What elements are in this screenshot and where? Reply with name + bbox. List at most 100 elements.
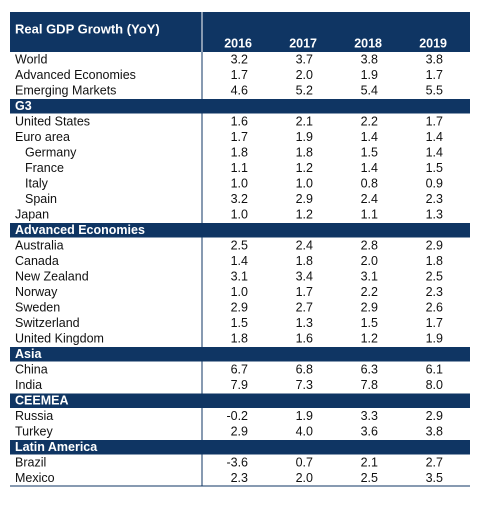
cell-value: 1.9 bbox=[361, 68, 378, 82]
cell-value: 2.9 bbox=[296, 192, 313, 206]
cell-value: 2.6 bbox=[426, 301, 443, 315]
cell-value: 2.5 bbox=[231, 239, 248, 253]
row-label: Mexico bbox=[15, 471, 55, 485]
row-label: Australia bbox=[15, 239, 64, 253]
cell-value: 7.9 bbox=[231, 378, 248, 392]
cell-value: 1.6 bbox=[231, 115, 248, 129]
cell-value: 2.4 bbox=[296, 239, 313, 253]
row-label: Advanced Economies bbox=[15, 68, 136, 82]
cell-value: 1.5 bbox=[361, 316, 378, 330]
cell-value: 2.3 bbox=[231, 471, 248, 485]
cell-value: 2.8 bbox=[361, 239, 378, 253]
row-label: Euro area bbox=[15, 130, 70, 144]
cell-value: 1.8 bbox=[296, 146, 313, 160]
cell-value: 3.2 bbox=[231, 192, 248, 206]
cell-value: 2.2 bbox=[361, 285, 378, 299]
cell-value: 2.0 bbox=[296, 68, 313, 82]
cell-value: 1.2 bbox=[361, 332, 378, 346]
cell-value: 5.5 bbox=[426, 84, 443, 98]
cell-value: 1.0 bbox=[231, 177, 248, 191]
section-header: Asia bbox=[15, 347, 42, 361]
row-label: New Zealand bbox=[15, 270, 89, 284]
cell-value: -0.2 bbox=[226, 409, 248, 423]
cell-value: 3.7 bbox=[296, 53, 313, 67]
section-header: CEEMEA bbox=[15, 394, 68, 408]
row-label: Spain bbox=[25, 192, 57, 206]
row-label: Sweden bbox=[15, 301, 60, 315]
cell-value: -3.6 bbox=[226, 456, 248, 470]
cell-value: 2.9 bbox=[361, 301, 378, 315]
cell-value: 5.4 bbox=[361, 84, 378, 98]
cell-value: 2.7 bbox=[426, 456, 443, 470]
cell-value: 1.4 bbox=[231, 254, 248, 268]
cell-value: 2.3 bbox=[426, 285, 443, 299]
cell-value: 1.5 bbox=[426, 161, 443, 175]
cell-value: 8.0 bbox=[426, 378, 443, 392]
row-label: Canada bbox=[15, 254, 59, 268]
section-band bbox=[10, 99, 470, 114]
cell-value: 7.8 bbox=[361, 378, 378, 392]
table-header bbox=[10, 12, 470, 52]
cell-value: 1.0 bbox=[231, 285, 248, 299]
cell-value: 1.7 bbox=[426, 316, 443, 330]
cell-value: 1.8 bbox=[426, 254, 443, 268]
row-label: Brazil bbox=[15, 456, 46, 470]
cell-value: 2.9 bbox=[231, 425, 248, 439]
cell-value: 2.4 bbox=[361, 192, 378, 206]
cell-value: 6.1 bbox=[426, 363, 443, 377]
cell-value: 1.9 bbox=[296, 409, 313, 423]
cell-value: 1.8 bbox=[231, 332, 248, 346]
cell-value: 2.9 bbox=[426, 409, 443, 423]
cell-value: 1.1 bbox=[231, 161, 248, 175]
cell-value: 2.5 bbox=[426, 270, 443, 284]
cell-value: 3.2 bbox=[231, 53, 248, 67]
row-label: Turkey bbox=[15, 425, 53, 439]
cell-value: 1.3 bbox=[296, 316, 313, 330]
row-label: France bbox=[25, 161, 64, 175]
cell-value: 2.0 bbox=[296, 471, 313, 485]
row-label: United States bbox=[15, 115, 90, 129]
cell-value: 1.5 bbox=[231, 316, 248, 330]
cell-value: 1.7 bbox=[426, 68, 443, 82]
cell-value: 3.4 bbox=[296, 270, 313, 284]
cell-value: 1.4 bbox=[426, 146, 443, 160]
row-label: Norway bbox=[15, 285, 58, 299]
cell-value: 1.8 bbox=[231, 146, 248, 160]
cell-value: 1.0 bbox=[296, 177, 313, 191]
column-header: 2016 bbox=[224, 36, 252, 50]
row-label: United Kingdom bbox=[15, 332, 104, 346]
cell-value: 2.1 bbox=[361, 456, 378, 470]
cell-value: 1.0 bbox=[231, 208, 248, 222]
cell-value: 2.5 bbox=[361, 471, 378, 485]
table-title: Real GDP Growth (YoY) bbox=[15, 21, 160, 36]
cell-value: 1.7 bbox=[296, 285, 313, 299]
cell-value: 1.4 bbox=[426, 130, 443, 144]
cell-value: 2.3 bbox=[426, 192, 443, 206]
cell-value: 1.2 bbox=[296, 208, 313, 222]
section-header: G3 bbox=[15, 99, 32, 113]
cell-value: 3.8 bbox=[426, 425, 443, 439]
cell-value: 3.8 bbox=[426, 53, 443, 67]
cell-value: 3.6 bbox=[361, 425, 378, 439]
cell-value: 0.8 bbox=[361, 177, 378, 191]
cell-value: 1.1 bbox=[361, 208, 378, 222]
cell-value: 2.9 bbox=[426, 239, 443, 253]
row-label: World bbox=[15, 53, 47, 67]
cell-value: 1.6 bbox=[296, 332, 313, 346]
column-header: 2017 bbox=[289, 36, 317, 50]
section-band bbox=[10, 393, 470, 408]
cell-value: 1.8 bbox=[296, 254, 313, 268]
section-header: Advanced Economies bbox=[15, 223, 145, 237]
cell-value: 3.3 bbox=[361, 409, 378, 423]
cell-value: 2.0 bbox=[361, 254, 378, 268]
row-label: India bbox=[15, 378, 42, 392]
cell-value: 1.7 bbox=[231, 68, 248, 82]
cell-value: 3.8 bbox=[361, 53, 378, 67]
row-label: Switzerland bbox=[15, 316, 80, 330]
column-header: 2019 bbox=[419, 36, 447, 50]
cell-value: 2.2 bbox=[361, 115, 378, 129]
cell-value: 3.5 bbox=[426, 471, 443, 485]
cell-value: 1.7 bbox=[426, 115, 443, 129]
section-band bbox=[10, 223, 470, 238]
